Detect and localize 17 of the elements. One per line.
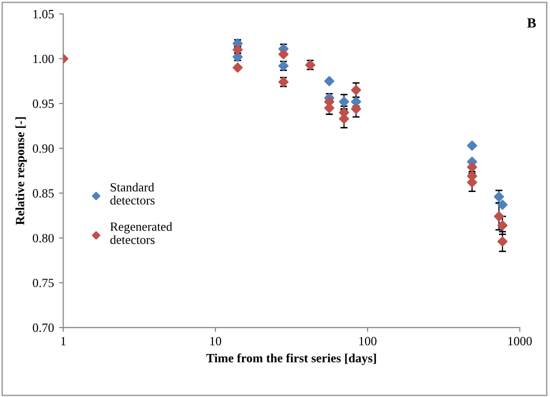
- y-tick-label: 0.90: [32, 144, 54, 153]
- y-axis-title: Relative response [-]: [15, 117, 27, 225]
- text: B: [527, 18, 536, 28]
- x-tick-label: 10: [210, 336, 222, 346]
- y-tick-label: 0.95: [32, 100, 54, 108]
- legend-label: Regenerated detectors: [110, 222, 172, 244]
- y-tick-label: 0.70: [32, 324, 54, 332]
- y-tick-label: 0.75: [32, 278, 54, 288]
- x-tick-label: 1000: [508, 336, 532, 346]
- y-tick-label: 0.80: [32, 234, 54, 242]
- x-tick-label: 1: [61, 336, 66, 346]
- y-tick-label: 0.85: [32, 189, 54, 198]
- legend-label: Standard detectors: [110, 182, 155, 205]
- x-tick-label: 100: [359, 336, 376, 346]
- y-tick-label: 1.00: [33, 54, 54, 64]
- y-tick-label: 1.05: [33, 10, 54, 18]
- x-axis-title: Time from the first series [days]: [206, 353, 376, 365]
